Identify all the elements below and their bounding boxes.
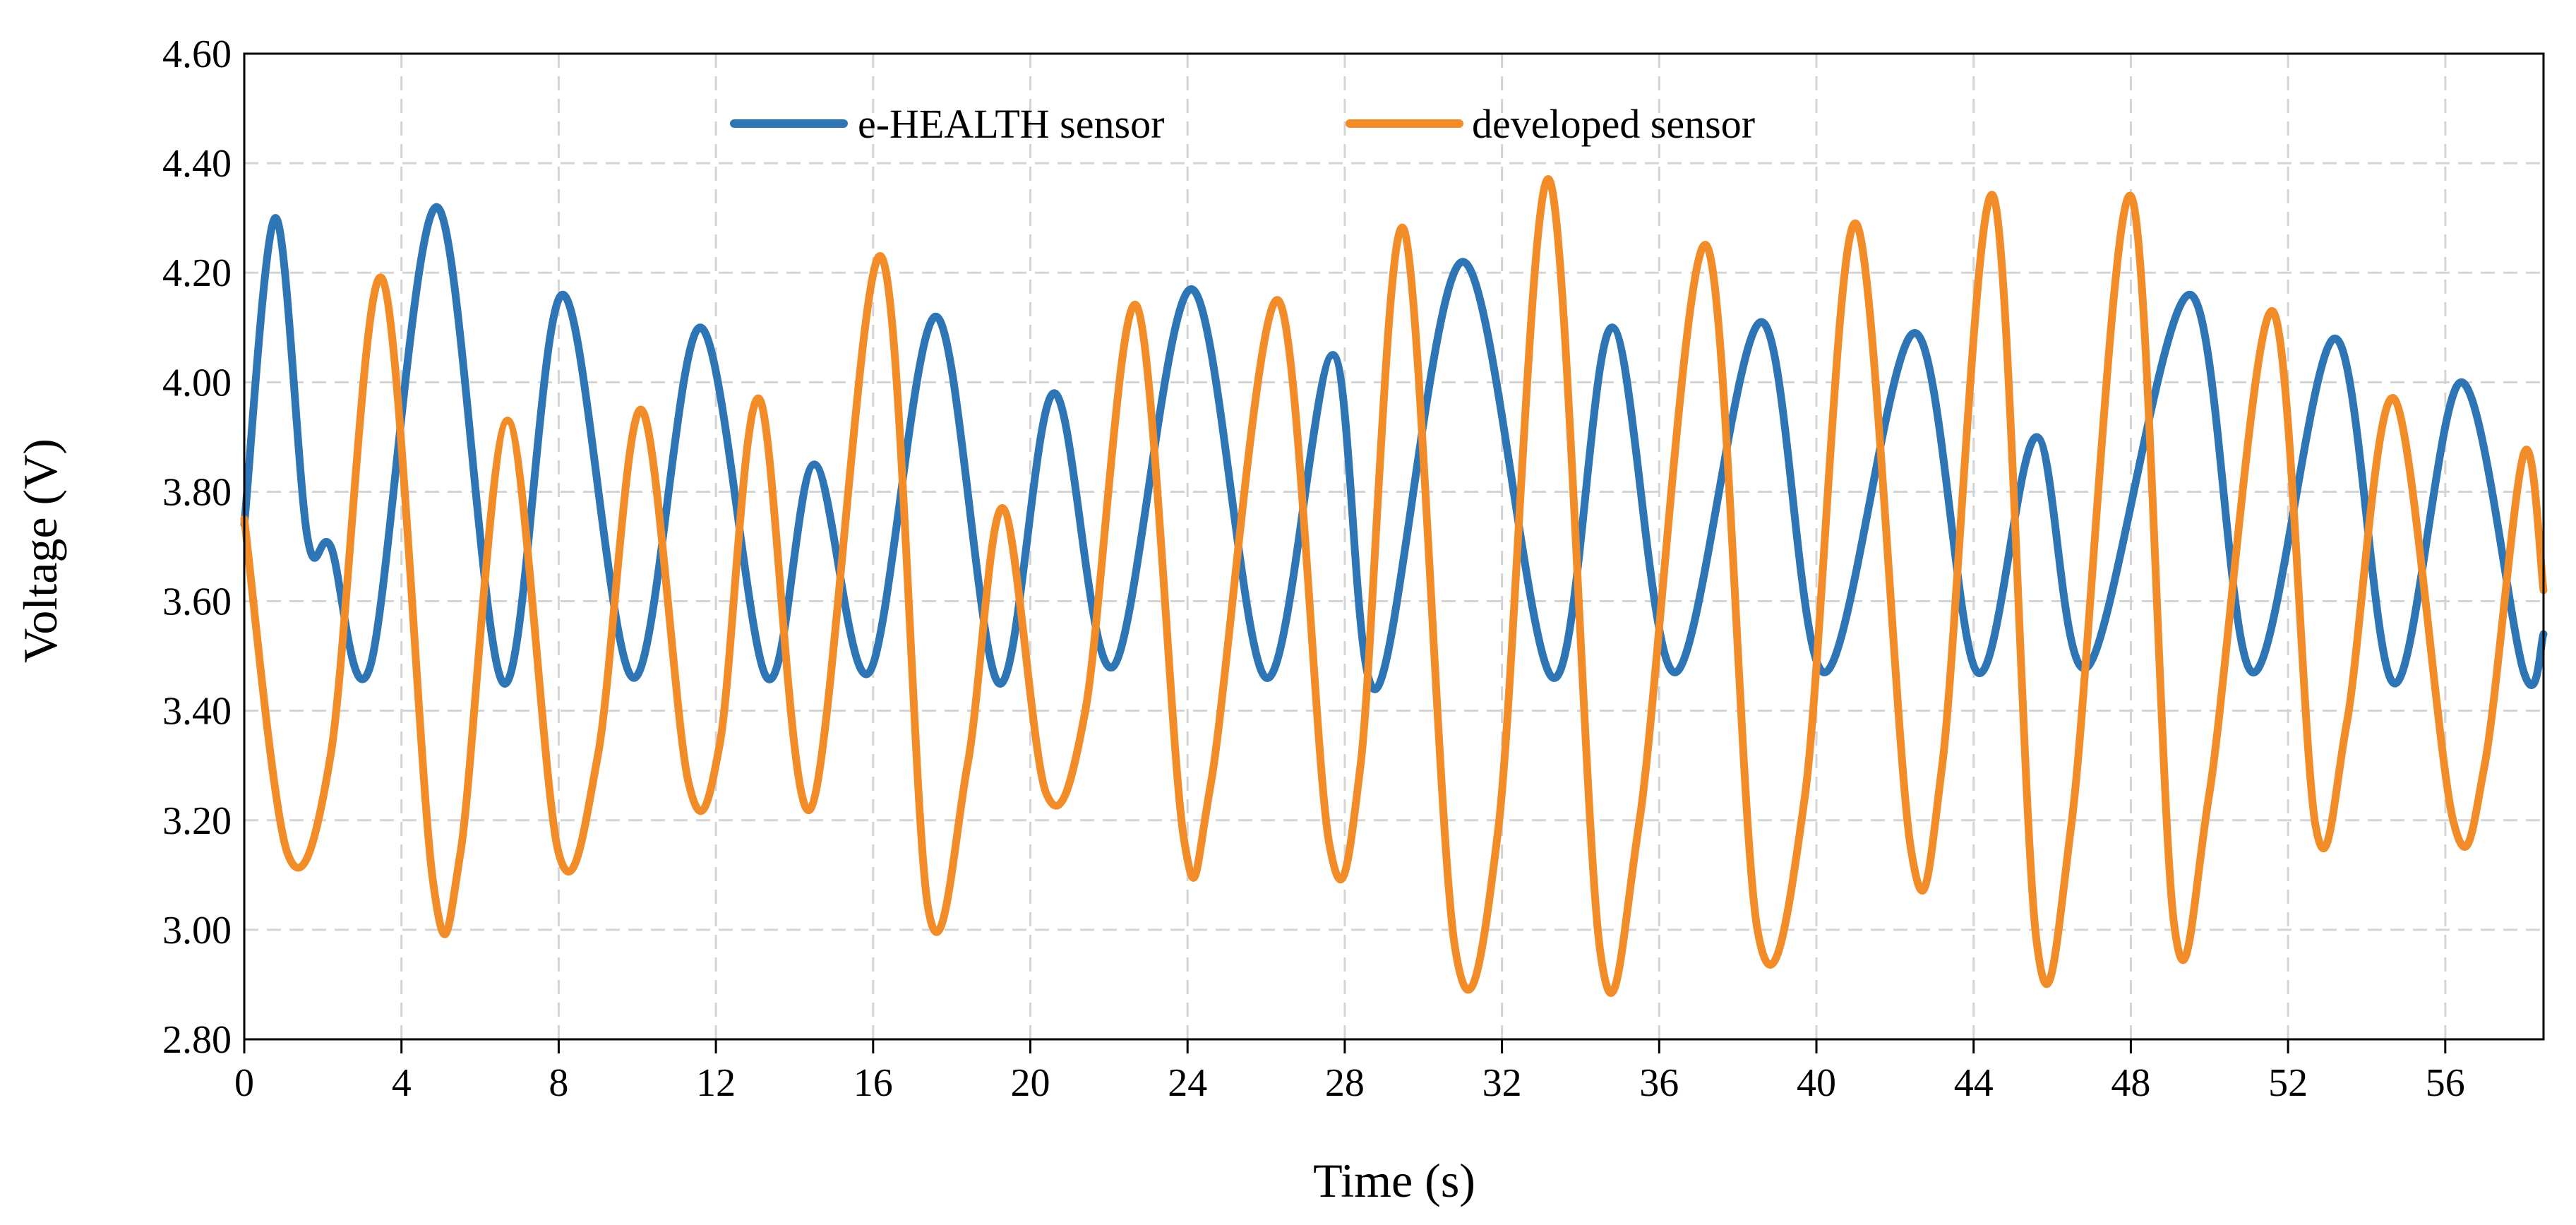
x-axis-title: Time (s) — [1313, 1154, 1475, 1207]
x-tick-label: 40 — [1797, 1061, 1836, 1105]
y-tick-label: 4.00 — [162, 361, 232, 405]
x-tick-label: 12 — [696, 1061, 736, 1105]
legend-label-e-health: e-HEALTH sensor — [858, 101, 1164, 147]
y-axis-ticks: 2.80 3.00 3.20 3.40 3.60 3.80 4.00 4.20 4.40 4.60 — [162, 32, 232, 1062]
series-layer — [240, 175, 2548, 997]
plot-frame — [243, 52, 2545, 1041]
x-tick-label: 48 — [2111, 1061, 2150, 1105]
y-tick-label: 3.80 — [162, 470, 232, 514]
y-tick-label: 3.40 — [162, 690, 232, 734]
x-tick-label: 32 — [1482, 1061, 1522, 1105]
y-tick-label: 3.20 — [162, 799, 232, 843]
x-tick-label: 56 — [2426, 1061, 2465, 1105]
x-tick-label: 20 — [1011, 1061, 1050, 1105]
y-tick-label: 4.40 — [162, 142, 232, 186]
legend-label-developed: developed sensor — [1472, 101, 1755, 147]
x-tick-label: 28 — [1325, 1061, 1365, 1105]
x-tick-label: 16 — [853, 1061, 893, 1105]
y-axis-title: Voltage (V) — [13, 438, 67, 663]
x-tick-label: 52 — [2268, 1061, 2308, 1105]
x-tick-label: 4 — [392, 1061, 412, 1105]
legend: e-HEALTH sensor developed sensor — [730, 101, 1755, 147]
x-tick-label: 36 — [1639, 1061, 1679, 1105]
y-tick-label: 4.20 — [162, 251, 232, 295]
x-axis-ticks: 0 4 8 12 16 20 24 28 32 36 40 44 48 52 56 — [234, 1039, 2465, 1105]
y-tick-label: 2.80 — [162, 1018, 232, 1062]
x-tick-label: 0 — [234, 1061, 254, 1105]
series-line-developed-sensor — [240, 175, 2548, 997]
x-tick-label: 44 — [1954, 1061, 1994, 1105]
y-tick-label: 3.00 — [162, 909, 232, 952]
x-tick-label: 8 — [549, 1061, 568, 1105]
x-tick-label: 24 — [1168, 1061, 1207, 1105]
y-tick-label: 3.60 — [162, 580, 232, 624]
y-tick-label: 4.60 — [162, 32, 232, 76]
